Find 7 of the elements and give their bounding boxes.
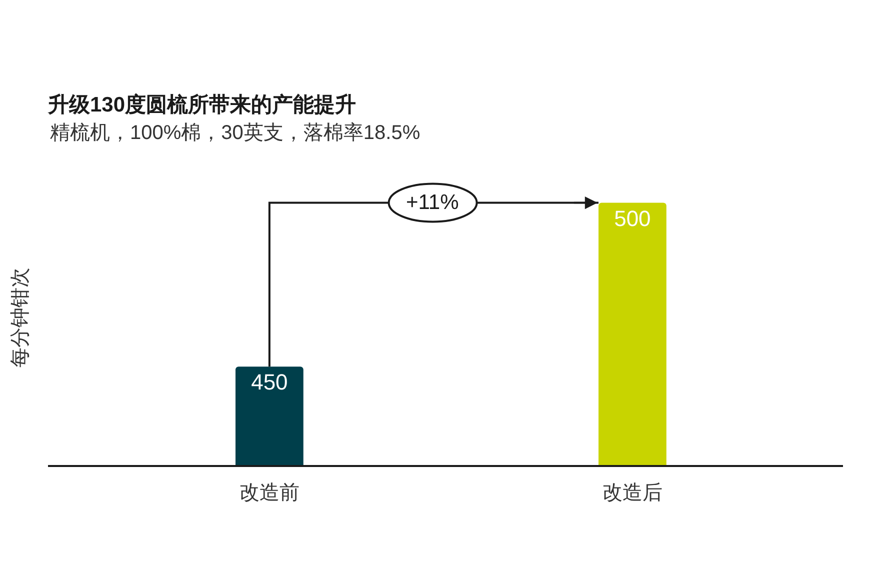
data-label: 450	[251, 370, 288, 395]
chart-subtitle: 精梳机，100%棉，30英支，落棉率18.5%	[50, 122, 420, 144]
y-axis-title: 每分钟钳次	[10, 268, 32, 368]
x-tick-label: 改造前	[239, 482, 300, 504]
x-tick-label: 改造后	[602, 482, 662, 504]
chart-title: 升级130度圆梳所带来的产能提升	[47, 92, 356, 116]
data-label: 500	[614, 206, 651, 231]
